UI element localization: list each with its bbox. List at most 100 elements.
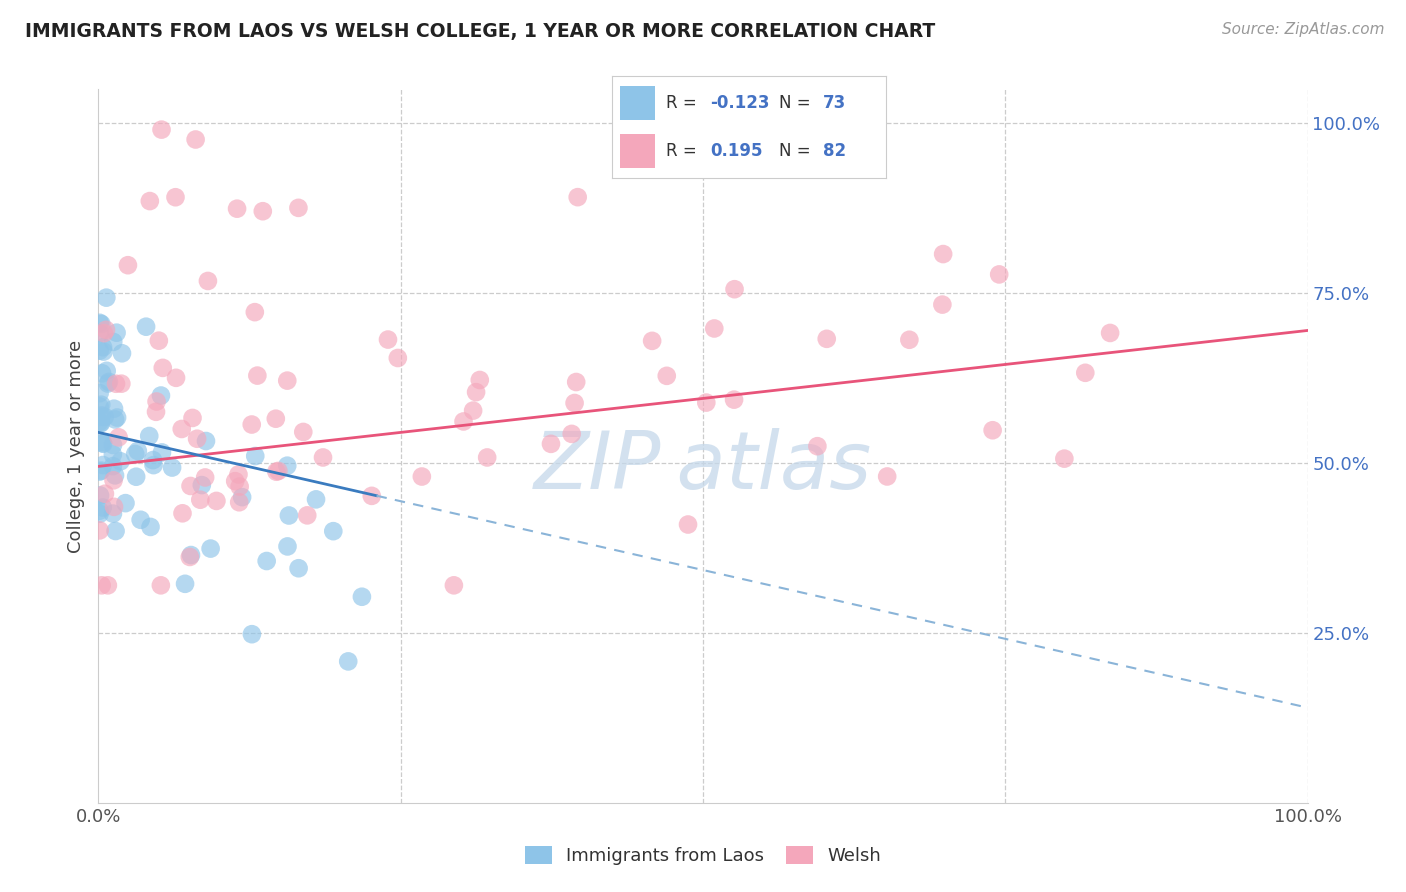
Point <box>815 332 838 346</box>
Point <box>103 473 125 487</box>
Point <box>1074 366 1097 380</box>
Point <box>641 334 664 348</box>
Point <box>94 323 117 337</box>
Text: N =: N = <box>779 142 815 161</box>
Point <box>276 540 298 554</box>
Point <box>264 411 287 425</box>
Point <box>224 474 246 488</box>
Point <box>565 375 588 389</box>
Point <box>723 282 745 296</box>
Point <box>90 434 112 449</box>
Point <box>322 524 344 538</box>
Text: ZIP atlas: ZIP atlas <box>534 428 872 507</box>
Point <box>360 489 382 503</box>
Point <box>89 524 111 538</box>
Point <box>91 366 114 380</box>
Point <box>160 460 183 475</box>
Point <box>561 426 583 441</box>
Point <box>105 410 128 425</box>
Point <box>465 385 488 400</box>
Point <box>195 434 218 448</box>
Point <box>170 422 193 436</box>
Point <box>107 430 129 444</box>
Point <box>305 492 328 507</box>
Point <box>377 333 399 347</box>
Point <box>145 394 167 409</box>
Point <box>124 447 146 461</box>
Point <box>172 506 194 520</box>
Point <box>93 409 115 424</box>
Point <box>104 524 127 538</box>
Point <box>240 627 263 641</box>
Point <box>184 132 207 146</box>
Point <box>461 403 484 417</box>
Point <box>149 578 172 592</box>
Point <box>468 373 491 387</box>
Point <box>97 376 120 391</box>
Point <box>165 190 187 204</box>
Point <box>292 425 315 439</box>
Point <box>89 343 111 358</box>
Point <box>90 317 112 331</box>
Point <box>89 386 111 401</box>
Point <box>89 326 111 341</box>
Point <box>142 458 165 472</box>
Point <box>988 268 1011 282</box>
Point <box>105 326 128 340</box>
Point <box>89 488 111 502</box>
Point <box>90 409 112 423</box>
Bar <box>620 135 655 168</box>
Point <box>228 467 250 482</box>
Point <box>876 469 898 483</box>
Point <box>103 401 125 416</box>
Point <box>165 371 187 385</box>
Point <box>94 487 117 501</box>
Point <box>96 291 118 305</box>
Point <box>898 333 921 347</box>
Point <box>89 507 111 521</box>
Text: R =: R = <box>666 142 703 161</box>
Text: 82: 82 <box>823 142 846 161</box>
Point <box>139 520 162 534</box>
Point <box>152 360 174 375</box>
Point <box>104 412 127 426</box>
Point <box>110 376 132 391</box>
Point <box>194 470 217 484</box>
Point <box>91 436 114 450</box>
Point <box>104 468 127 483</box>
Point <box>723 392 745 407</box>
Text: Source: ZipAtlas.com: Source: ZipAtlas.com <box>1222 22 1385 37</box>
Point <box>186 432 208 446</box>
Point <box>567 190 589 204</box>
Point <box>91 436 114 450</box>
Point <box>117 258 139 272</box>
Point <box>312 450 335 465</box>
Point <box>411 469 433 483</box>
Point <box>350 590 373 604</box>
Bar <box>620 87 655 120</box>
Point <box>142 453 165 467</box>
Point <box>1099 326 1122 340</box>
Point <box>114 496 136 510</box>
Point <box>96 364 118 378</box>
Point <box>228 479 250 493</box>
Point <box>101 438 124 452</box>
Point <box>267 464 290 478</box>
Point <box>89 465 111 479</box>
Point <box>453 414 475 428</box>
Point <box>101 507 124 521</box>
Point <box>200 541 222 556</box>
Point <box>149 388 172 402</box>
Point <box>256 554 278 568</box>
Point <box>150 445 173 459</box>
Point <box>287 561 309 575</box>
Point <box>150 122 173 136</box>
Point <box>287 201 309 215</box>
Text: 0.195: 0.195 <box>710 142 763 161</box>
Point <box>91 458 114 472</box>
Point <box>695 395 717 409</box>
Point <box>231 490 253 504</box>
Text: -0.123: -0.123 <box>710 94 770 112</box>
Point <box>228 495 250 509</box>
Point <box>443 578 465 592</box>
